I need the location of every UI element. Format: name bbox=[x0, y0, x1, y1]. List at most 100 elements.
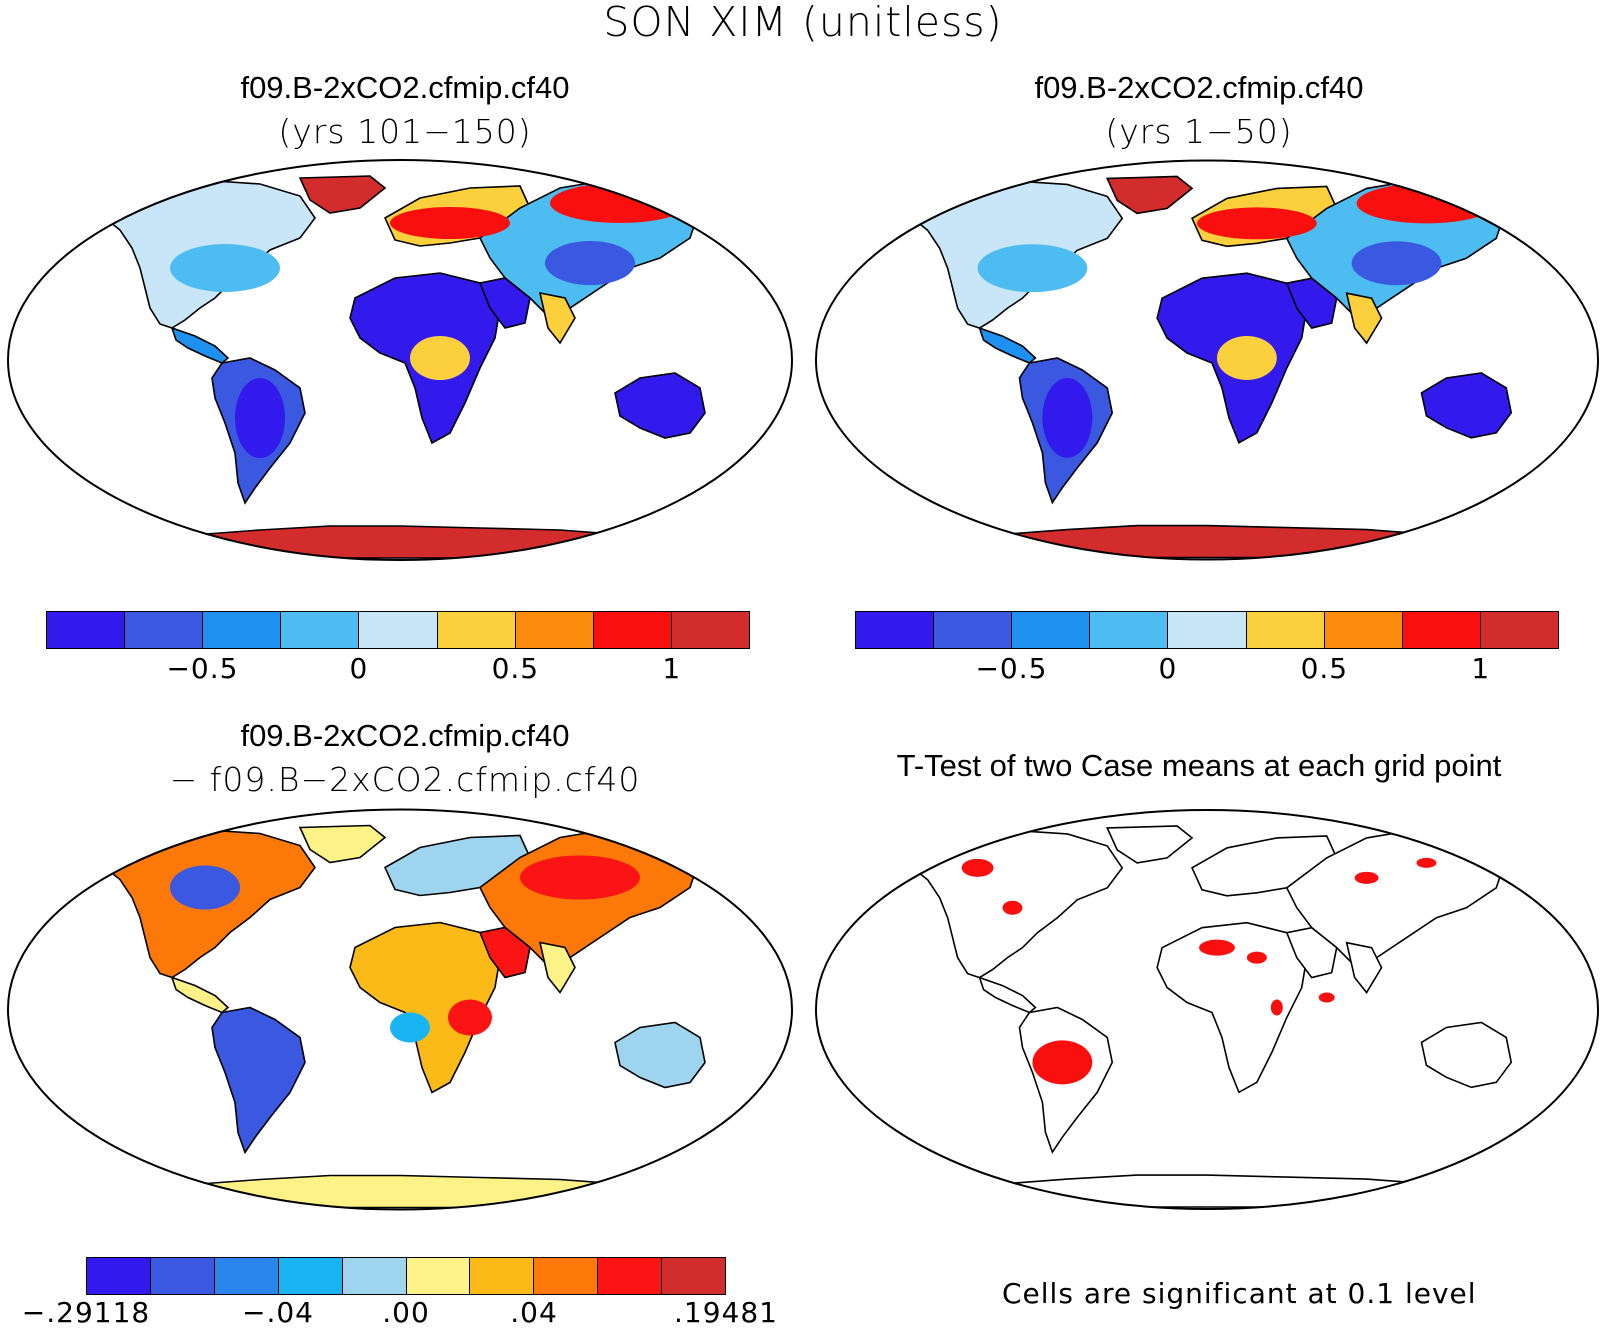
colorbar-tick-label: 0 bbox=[349, 652, 369, 685]
map-content bbox=[99, 824, 706, 1209]
colorbar-tick-label: −0.5 bbox=[166, 652, 239, 685]
region-siberia bbox=[1356, 183, 1497, 224]
region-siberia bbox=[550, 183, 690, 223]
colorbar-difference-ticks: −.29118 −.04 .00 .04 .19481 bbox=[22, 1296, 777, 1329]
region-east-africa bbox=[410, 336, 470, 380]
colorbar-swatch bbox=[342, 1258, 407, 1294]
significant-cells bbox=[961, 858, 994, 877]
landmass-af bbox=[349, 921, 501, 1094]
significant-cells bbox=[1270, 999, 1283, 1016]
landmass-ar bbox=[478, 926, 531, 979]
landmass-gr bbox=[1106, 825, 1194, 864]
region-amazon bbox=[235, 378, 285, 458]
significant-cells bbox=[1246, 951, 1267, 964]
landmass-in bbox=[538, 941, 576, 994]
region-central-asia bbox=[545, 241, 635, 285]
colorbar-tick-label: 0 bbox=[1158, 652, 1178, 685]
colorbar-tick-label: −.29118 bbox=[21, 1296, 151, 1329]
map-content bbox=[906, 175, 1513, 559]
landmass-an bbox=[946, 1174, 1498, 1208]
colorbar-swatch bbox=[598, 1258, 663, 1294]
top-left-years: (yrs 101−150) bbox=[278, 112, 532, 151]
significant-cells bbox=[1416, 857, 1437, 868]
region-north-eurasia bbox=[390, 207, 510, 239]
colorbar-swatch bbox=[1012, 612, 1091, 648]
colorbar-swatch bbox=[150, 1258, 215, 1294]
colorbar-swatch bbox=[406, 1258, 471, 1294]
colorbar-swatch bbox=[934, 612, 1013, 648]
colorbar-swatch bbox=[125, 612, 204, 648]
landmass-in bbox=[538, 291, 576, 345]
colorbar-difference bbox=[86, 1257, 726, 1295]
colorbar-swatch bbox=[1168, 612, 1247, 648]
top-right-years: (yrs 1−50) bbox=[1105, 112, 1293, 151]
colorbar-swatch bbox=[87, 1258, 151, 1294]
significant-cells bbox=[1032, 1040, 1093, 1085]
landmass-au bbox=[614, 1021, 706, 1089]
colorbar-tick-label: .19481 bbox=[674, 1296, 778, 1329]
colorbar-top-left-ticks: −0.5 0 0.5 1 bbox=[46, 652, 750, 688]
colorbar-top-right-ticks: −0.5 0 0.5 1 bbox=[855, 652, 1559, 688]
significant-cells bbox=[1002, 900, 1023, 915]
map-top-left-years-101-150 bbox=[7, 159, 793, 561]
map-bottom-left-difference bbox=[7, 808, 793, 1211]
colorbar-swatch bbox=[534, 1258, 599, 1294]
map-border bbox=[7, 159, 793, 561]
colorbar-swatch bbox=[1246, 612, 1325, 648]
landmass-gr bbox=[1106, 175, 1194, 215]
colorbar-swatch bbox=[1090, 612, 1169, 648]
map-border bbox=[814, 809, 1600, 1210]
colorbar-swatch bbox=[515, 612, 594, 648]
colorbar-tick-label: −0.5 bbox=[975, 652, 1048, 685]
colorbar-tick-label: 1 bbox=[1471, 652, 1491, 685]
map-content bbox=[99, 175, 706, 559]
colorbar-swatch bbox=[47, 612, 126, 648]
region-east-africa bbox=[1216, 336, 1277, 380]
landmass-au bbox=[614, 372, 706, 439]
landmass-ca bbox=[170, 326, 230, 364]
significant-cells bbox=[1199, 939, 1235, 956]
landmass-gr bbox=[298, 175, 387, 214]
colorbar-swatch bbox=[203, 612, 282, 648]
colorbar-tick-label: .00 bbox=[382, 1296, 430, 1329]
landmass-ar bbox=[1285, 277, 1338, 329]
landmass-au bbox=[1420, 372, 1513, 439]
colorbar-swatch bbox=[437, 612, 516, 648]
top-left-case-name: f09.B-2xCO2.cfmip.cf40 bbox=[240, 70, 570, 105]
landmass-in bbox=[1345, 292, 1383, 345]
figure-title: SON XIM (unitless) bbox=[603, 0, 1003, 46]
colorbar-swatch bbox=[1402, 612, 1481, 648]
landmass-af bbox=[1156, 921, 1308, 1094]
landmass-ca bbox=[978, 326, 1037, 364]
colorbar-top-right bbox=[855, 611, 1559, 649]
landmass-ca bbox=[978, 976, 1037, 1014]
region-south-america-negative bbox=[230, 1027, 300, 1088]
colorbar-swatch bbox=[281, 612, 360, 648]
region-asia-positive bbox=[520, 855, 640, 900]
colorbar-tick-label: 0.5 bbox=[1300, 652, 1349, 685]
colorbar-top-left bbox=[46, 611, 750, 649]
map-bottom-right-ttest bbox=[814, 809, 1600, 1210]
region-us-interior bbox=[170, 244, 280, 292]
landmass-an bbox=[138, 1174, 692, 1209]
landmass-ca bbox=[170, 976, 230, 1014]
significance-footnote: Cells are significant at 0.1 level bbox=[1002, 1277, 1477, 1310]
colorbar-tick-label: .04 bbox=[510, 1296, 558, 1329]
region-amazon bbox=[1042, 377, 1093, 458]
landmass-gr bbox=[298, 824, 387, 864]
landmass-an bbox=[138, 525, 692, 559]
colorbar-swatch bbox=[359, 612, 438, 648]
region-north-america-negative bbox=[170, 865, 240, 910]
colorbar-tick-label: −.04 bbox=[242, 1296, 314, 1329]
significant-cells bbox=[1318, 992, 1335, 1003]
colorbar-swatch bbox=[671, 612, 749, 648]
region-north-eurasia bbox=[1197, 207, 1317, 240]
map-content bbox=[906, 825, 1513, 1208]
colorbar-tick-label: 0.5 bbox=[491, 652, 540, 685]
region-central-asia bbox=[1351, 241, 1442, 286]
map-border bbox=[7, 808, 793, 1211]
colorbar-swatch bbox=[1324, 612, 1403, 648]
map-border bbox=[814, 159, 1600, 561]
region-us-interior bbox=[977, 244, 1088, 293]
colorbar-swatch bbox=[856, 612, 935, 648]
